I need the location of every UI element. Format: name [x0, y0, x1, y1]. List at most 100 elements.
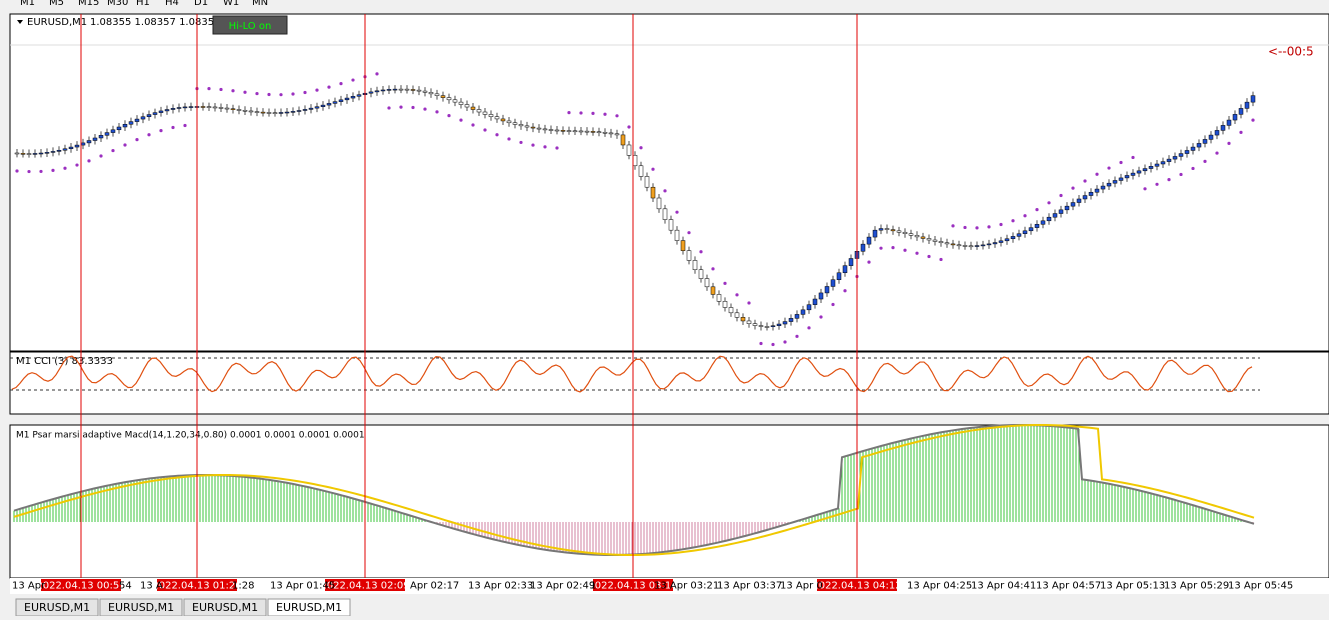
time-marker: 2022.04.13 02:09 — [320, 581, 409, 592]
time-marker-bg — [325, 579, 405, 591]
candle — [1220, 125, 1226, 131]
candle — [788, 318, 794, 322]
time-label: 13 Apr 04:57 — [1036, 581, 1101, 592]
candle — [1004, 238, 1010, 242]
psar-dot — [1143, 187, 1147, 191]
psar-dot — [423, 107, 427, 111]
candle — [530, 126, 536, 129]
psar-dot — [627, 125, 631, 129]
timeframe[interactable]: M1 — [20, 0, 35, 8]
timeframe[interactable]: M15 — [78, 0, 99, 8]
candle — [752, 323, 758, 326]
time-marker: 2022.04.13 00:55 — [36, 581, 125, 592]
candle — [1082, 195, 1088, 200]
psar-dot — [1215, 151, 1219, 155]
time-marker-bg — [157, 579, 237, 591]
candle — [188, 106, 194, 108]
candle — [98, 135, 104, 139]
hilo-button[interactable] — [212, 15, 288, 35]
candle — [956, 244, 962, 247]
candle — [998, 240, 1004, 243]
candle — [416, 89, 422, 92]
candle — [170, 108, 176, 110]
candle — [974, 245, 980, 247]
time-label: 13 Apr 03:37 — [717, 581, 782, 592]
time-label: 13 A — [140, 581, 163, 592]
candle — [902, 231, 908, 234]
candle — [1166, 158, 1172, 162]
candle — [758, 325, 764, 327]
psar-dot — [315, 88, 319, 92]
candle — [1052, 213, 1058, 218]
candle — [1214, 130, 1220, 136]
timeframe[interactable]: MN — [252, 0, 268, 8]
psar-dot — [1203, 159, 1207, 163]
candle — [1070, 202, 1076, 207]
psar-dot — [591, 111, 595, 115]
psar-dot — [987, 225, 991, 229]
candle — [176, 107, 182, 109]
candle — [1124, 175, 1130, 179]
candle — [710, 286, 716, 295]
time-label: 13 Apr — [12, 581, 46, 592]
candle — [842, 265, 848, 274]
quote: 1.08355 1.08357 1.08355 1.08 — [90, 17, 246, 28]
psar-dot — [819, 315, 823, 319]
candle — [704, 278, 710, 288]
collapse-arrow[interactable] — [17, 20, 23, 24]
psar-dot — [1239, 130, 1243, 134]
psar-dot — [171, 125, 175, 130]
candle — [260, 111, 266, 114]
tab-label[interactable]: EURUSD,M1 — [108, 601, 174, 614]
timeframe[interactable]: D1 — [194, 0, 208, 8]
candle — [476, 109, 482, 113]
time-label: 13 Apr 02:33 — [468, 581, 533, 592]
candle — [812, 298, 818, 305]
candle — [536, 127, 542, 130]
candle — [866, 236, 872, 245]
candle — [212, 106, 218, 109]
psar-dot — [711, 267, 715, 271]
psar-dot — [447, 114, 451, 118]
candle — [560, 130, 566, 132]
candle — [1142, 168, 1148, 172]
candle — [1106, 182, 1112, 187]
candle — [254, 111, 260, 113]
timeframe[interactable]: M30 — [107, 0, 128, 8]
psar-dot — [807, 326, 811, 330]
psar-dot — [927, 254, 931, 259]
psar-dot — [975, 226, 979, 230]
candle — [896, 230, 902, 233]
tab-label[interactable]: EURUSD,M1 — [276, 601, 342, 614]
candle — [266, 112, 272, 114]
candle — [380, 89, 386, 92]
psar-dot — [147, 133, 151, 137]
candle — [50, 151, 56, 153]
psar-dot — [219, 87, 223, 92]
candle — [968, 245, 974, 248]
timeframe[interactable]: H1 — [136, 0, 150, 8]
timeframe[interactable]: H4 — [165, 0, 179, 8]
candle — [566, 130, 572, 132]
candle — [848, 258, 854, 266]
candle — [524, 125, 530, 128]
candle — [350, 96, 356, 99]
hilo-label[interactable]: Hi-LO on — [229, 21, 272, 32]
tab-label[interactable]: EURUSD,M1 — [192, 601, 258, 614]
psar-dot — [915, 251, 919, 255]
candle — [224, 107, 230, 110]
candle — [200, 106, 206, 108]
psar-dot — [1023, 214, 1027, 218]
candle — [518, 124, 524, 127]
candle — [152, 112, 158, 115]
candle — [500, 118, 506, 122]
candle — [488, 114, 494, 117]
psar-dot — [291, 92, 295, 96]
tab-label[interactable]: EURUSD,M1 — [24, 601, 90, 614]
candle — [800, 309, 806, 315]
timeframe[interactable]: M5 — [49, 0, 64, 8]
timeframe[interactable]: W1 — [223, 0, 239, 8]
candle — [1100, 185, 1106, 190]
candle — [1136, 170, 1142, 174]
